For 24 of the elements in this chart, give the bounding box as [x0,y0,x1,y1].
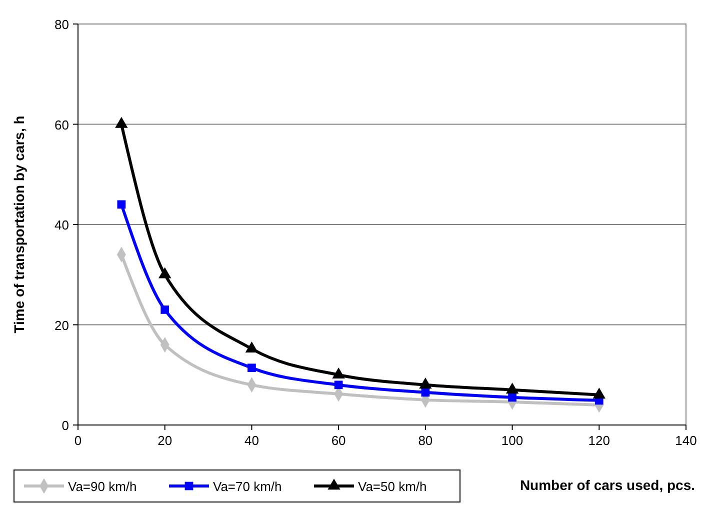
legend-label: Va=50 km/h [358,479,427,494]
y-tick-label: 60 [54,117,69,132]
y-tick-label: 80 [54,17,69,32]
x-tick-label: 100 [501,433,524,448]
point [117,200,126,209]
x-tick-label: 140 [675,433,697,448]
x-tick-label: 60 [331,433,346,448]
x-tick-label: 0 [74,433,82,448]
point [248,364,256,372]
point [160,306,170,314]
y-tick-label: 20 [54,318,69,333]
x-tick-label: 120 [588,433,610,448]
y-tick-label: 40 [54,218,69,232]
y-axis-title: Time of transportation by cars, h [11,116,27,334]
x-tick-label: 20 [158,433,172,448]
legend-label: Va=90 km/h [68,479,137,494]
x-tick-label: 80 [418,433,433,448]
point [508,393,516,402]
point [421,388,430,397]
y-tick-label: 0 [62,418,69,433]
x-axis-title: Number of cars used, pcs. [520,477,695,493]
legend-label: Va=70 km/h [213,479,282,494]
x-tick-label: 40 [244,433,259,448]
point [334,380,343,390]
